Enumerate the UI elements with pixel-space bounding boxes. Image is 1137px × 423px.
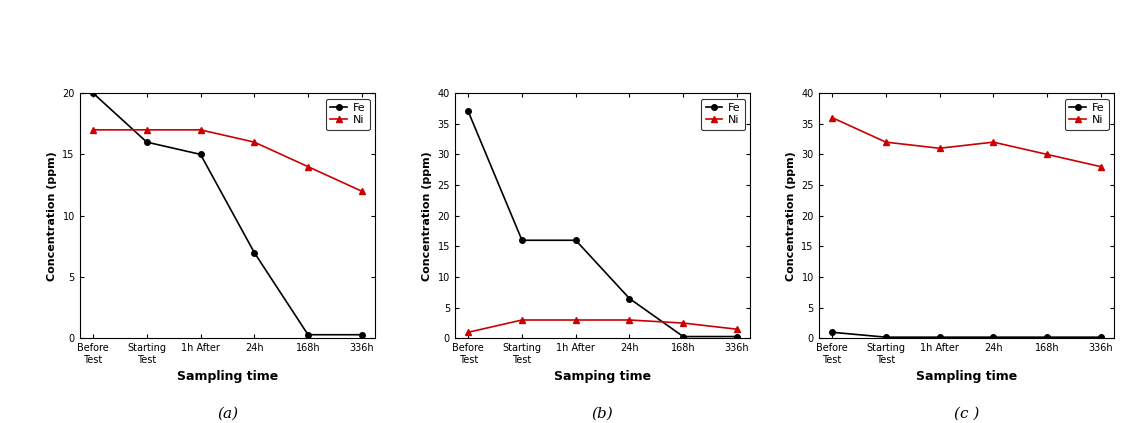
Fe [677, 334, 690, 339]
Fe [932, 335, 946, 340]
Ni [568, 317, 582, 322]
Ni [825, 115, 839, 120]
Y-axis label: Concentration (ppm): Concentration (ppm) [786, 151, 796, 280]
Fe [462, 109, 475, 114]
Ni [140, 127, 153, 132]
Text: (b): (b) [591, 407, 614, 421]
Fe [193, 152, 207, 157]
Ni [730, 327, 744, 332]
Ni [515, 317, 529, 322]
Ni [355, 189, 368, 194]
Ni [677, 321, 690, 326]
Fe [355, 332, 368, 337]
Y-axis label: Concentration (ppm): Concentration (ppm) [422, 151, 432, 280]
Fe [879, 335, 893, 340]
Text: (c ): (c ) [954, 407, 979, 421]
Ni [301, 164, 315, 169]
Line: Fe: Fe [829, 330, 1104, 340]
Line: Fe: Fe [90, 90, 365, 338]
Fe [825, 330, 839, 335]
Legend: Fe, Ni: Fe, Ni [702, 99, 745, 130]
Ni [248, 140, 262, 145]
Line: Ni: Ni [829, 114, 1104, 170]
Fe [248, 250, 262, 255]
Ni [1040, 152, 1054, 157]
Ni [86, 127, 100, 132]
Ni [462, 330, 475, 335]
Fe [301, 332, 315, 337]
Y-axis label: Concentration (ppm): Concentration (ppm) [47, 151, 57, 280]
Ni [879, 140, 893, 145]
X-axis label: Samping time: Samping time [554, 371, 652, 383]
Line: Fe: Fe [465, 109, 740, 339]
Fe [1094, 335, 1107, 340]
Legend: Fe, Ni: Fe, Ni [1065, 99, 1109, 130]
X-axis label: Sampling time: Sampling time [915, 371, 1018, 383]
Legend: Fe, Ni: Fe, Ni [326, 99, 370, 130]
Text: (a): (a) [217, 407, 238, 421]
Fe [86, 91, 100, 96]
Fe [1040, 335, 1054, 340]
Ni [623, 317, 637, 322]
Ni [1094, 164, 1107, 169]
Fe [623, 296, 637, 301]
Fe [140, 140, 153, 145]
Line: Ni: Ni [465, 316, 740, 336]
Ni [987, 140, 1001, 145]
Fe [987, 335, 1001, 340]
Fe [568, 238, 582, 243]
Fe [730, 334, 744, 339]
Fe [515, 238, 529, 243]
Ni [193, 127, 207, 132]
Ni [932, 146, 946, 151]
X-axis label: Sampling time: Sampling time [176, 371, 279, 383]
Line: Ni: Ni [90, 126, 365, 195]
